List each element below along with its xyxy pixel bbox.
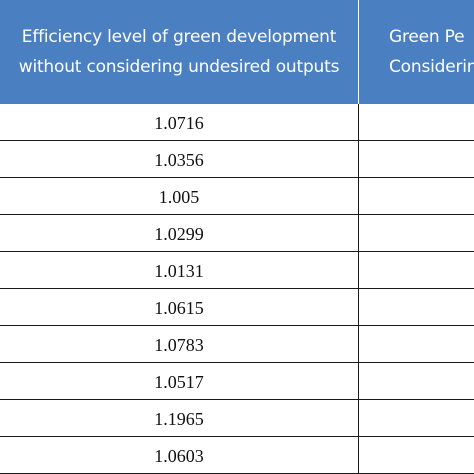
row-5-cell-2 (359, 252, 474, 289)
header-label-green-performance: Green Pe Considerin (359, 18, 474, 86)
row-4-cell-2 (359, 215, 474, 252)
row-3-cell-2 (359, 178, 474, 215)
row-6-efficiency-value: 1.0615 (0, 289, 359, 326)
header-line-1: Considerin (389, 57, 474, 77)
header-line-0: Green Pe (389, 27, 465, 47)
row-1-efficiency-value: 1.0716 (0, 104, 359, 141)
header-cell-green-performance: Green Pe Considerin (359, 0, 474, 104)
row-3-efficiency-value: 1.005 (0, 178, 359, 215)
row-8-efficiency-value: 1.0517 (0, 363, 359, 400)
row-1-cell-2 (359, 104, 474, 141)
row-7-efficiency-value: 1.0783 (0, 326, 359, 363)
header-cell-efficiency: Efficiency level of green development wi… (0, 0, 359, 104)
row-8-cell-2 (359, 363, 474, 400)
row-4-efficiency-value: 1.0299 (0, 215, 359, 252)
row-5-efficiency-value: 1.0131 (0, 252, 359, 289)
row-2-efficiency-value: 1.0356 (0, 141, 359, 178)
row-9-cell-2 (359, 400, 474, 437)
row-10-efficiency-value: 1.0603 (0, 437, 359, 474)
row-9-efficiency-value: 1.1965 (0, 400, 359, 437)
row-7-cell-2 (359, 326, 474, 363)
row-6-cell-2 (359, 289, 474, 326)
row-10-cell-2 (359, 437, 474, 474)
header-label-efficiency: Efficiency level of green development wi… (18, 27, 340, 77)
row-2-cell-2 (359, 141, 474, 178)
